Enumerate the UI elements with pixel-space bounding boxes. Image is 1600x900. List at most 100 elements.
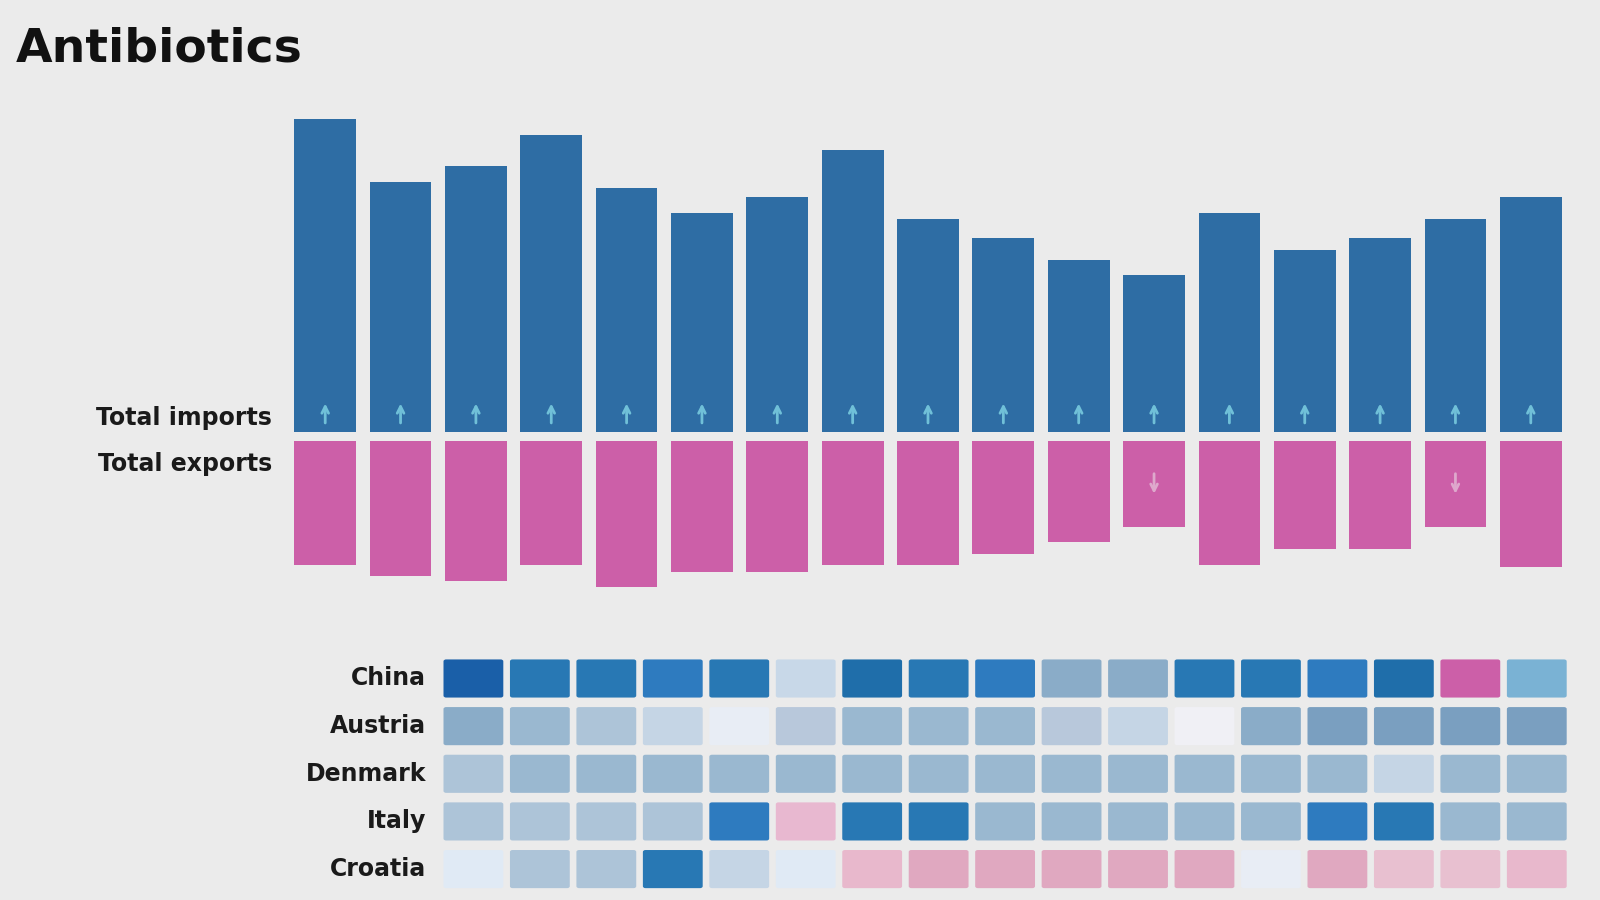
- FancyBboxPatch shape: [1440, 755, 1501, 793]
- Bar: [898, 219, 958, 432]
- Bar: [1274, 250, 1336, 432]
- FancyBboxPatch shape: [1307, 755, 1368, 793]
- FancyBboxPatch shape: [643, 755, 702, 793]
- FancyBboxPatch shape: [576, 707, 637, 745]
- FancyBboxPatch shape: [1042, 660, 1101, 698]
- Bar: [1048, 441, 1109, 542]
- Text: China: China: [352, 667, 426, 690]
- Bar: [747, 441, 808, 572]
- FancyBboxPatch shape: [1242, 660, 1301, 698]
- FancyBboxPatch shape: [974, 850, 1035, 888]
- FancyBboxPatch shape: [1374, 803, 1434, 841]
- FancyBboxPatch shape: [510, 707, 570, 745]
- FancyBboxPatch shape: [974, 707, 1035, 745]
- FancyBboxPatch shape: [1307, 660, 1368, 698]
- FancyBboxPatch shape: [842, 707, 902, 745]
- FancyBboxPatch shape: [1242, 850, 1301, 888]
- FancyBboxPatch shape: [443, 803, 504, 841]
- FancyBboxPatch shape: [1507, 755, 1566, 793]
- Bar: [1424, 219, 1486, 432]
- FancyBboxPatch shape: [1042, 803, 1101, 841]
- Text: Total imports: Total imports: [96, 407, 272, 430]
- FancyBboxPatch shape: [974, 803, 1035, 841]
- FancyBboxPatch shape: [576, 850, 637, 888]
- Bar: [595, 188, 658, 432]
- Bar: [973, 441, 1034, 554]
- FancyBboxPatch shape: [776, 707, 835, 745]
- FancyBboxPatch shape: [1042, 755, 1101, 793]
- FancyBboxPatch shape: [1242, 755, 1301, 793]
- FancyBboxPatch shape: [1242, 803, 1301, 841]
- FancyBboxPatch shape: [1307, 707, 1368, 745]
- FancyBboxPatch shape: [909, 755, 968, 793]
- FancyBboxPatch shape: [709, 850, 770, 888]
- Bar: [670, 213, 733, 432]
- FancyBboxPatch shape: [909, 803, 968, 841]
- Bar: [1274, 441, 1336, 549]
- FancyBboxPatch shape: [909, 660, 968, 698]
- FancyBboxPatch shape: [443, 850, 504, 888]
- FancyBboxPatch shape: [1109, 755, 1168, 793]
- Bar: [1123, 275, 1186, 432]
- Bar: [294, 119, 357, 432]
- Bar: [822, 150, 883, 432]
- FancyBboxPatch shape: [1507, 803, 1566, 841]
- Bar: [1198, 441, 1261, 565]
- FancyBboxPatch shape: [1042, 850, 1101, 888]
- FancyBboxPatch shape: [1374, 755, 1434, 793]
- Bar: [670, 441, 733, 572]
- Bar: [1048, 260, 1109, 432]
- FancyBboxPatch shape: [1507, 707, 1566, 745]
- Bar: [445, 166, 507, 432]
- Text: Austria: Austria: [330, 714, 426, 738]
- Bar: [898, 441, 958, 565]
- Bar: [1424, 441, 1486, 526]
- FancyBboxPatch shape: [643, 660, 702, 698]
- FancyBboxPatch shape: [909, 850, 968, 888]
- FancyBboxPatch shape: [510, 755, 570, 793]
- FancyBboxPatch shape: [776, 660, 835, 698]
- FancyBboxPatch shape: [909, 707, 968, 745]
- FancyBboxPatch shape: [1440, 707, 1501, 745]
- FancyBboxPatch shape: [709, 707, 770, 745]
- Bar: [1349, 441, 1411, 549]
- FancyBboxPatch shape: [1307, 850, 1368, 888]
- FancyBboxPatch shape: [1174, 803, 1234, 841]
- FancyBboxPatch shape: [842, 803, 902, 841]
- Text: Antibiotics: Antibiotics: [16, 27, 302, 72]
- Text: Total exports: Total exports: [98, 452, 272, 475]
- FancyBboxPatch shape: [1374, 850, 1434, 888]
- FancyBboxPatch shape: [1507, 660, 1566, 698]
- Bar: [973, 238, 1034, 432]
- FancyBboxPatch shape: [1109, 850, 1168, 888]
- Bar: [445, 441, 507, 580]
- FancyBboxPatch shape: [510, 803, 570, 841]
- FancyBboxPatch shape: [842, 660, 902, 698]
- FancyBboxPatch shape: [776, 803, 835, 841]
- Bar: [1349, 238, 1411, 432]
- Bar: [1198, 213, 1261, 432]
- FancyBboxPatch shape: [1174, 850, 1234, 888]
- Text: Italy: Italy: [366, 809, 426, 833]
- FancyBboxPatch shape: [1042, 707, 1101, 745]
- FancyBboxPatch shape: [576, 660, 637, 698]
- FancyBboxPatch shape: [576, 755, 637, 793]
- FancyBboxPatch shape: [1174, 707, 1234, 745]
- Bar: [370, 441, 432, 576]
- Bar: [595, 441, 658, 588]
- FancyBboxPatch shape: [842, 850, 902, 888]
- Bar: [520, 135, 582, 432]
- Bar: [1499, 197, 1562, 432]
- FancyBboxPatch shape: [709, 755, 770, 793]
- FancyBboxPatch shape: [1440, 850, 1501, 888]
- FancyBboxPatch shape: [1307, 803, 1368, 841]
- FancyBboxPatch shape: [709, 660, 770, 698]
- FancyBboxPatch shape: [1440, 803, 1501, 841]
- FancyBboxPatch shape: [443, 660, 504, 698]
- FancyBboxPatch shape: [643, 850, 702, 888]
- FancyBboxPatch shape: [576, 803, 637, 841]
- FancyBboxPatch shape: [1242, 707, 1301, 745]
- Text: Croatia: Croatia: [330, 857, 426, 881]
- FancyBboxPatch shape: [1109, 660, 1168, 698]
- FancyBboxPatch shape: [974, 660, 1035, 698]
